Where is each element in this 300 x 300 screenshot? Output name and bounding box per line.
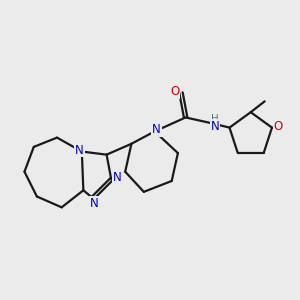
- Text: N: N: [152, 123, 161, 136]
- Text: N: N: [75, 143, 84, 157]
- Text: O: O: [274, 120, 283, 133]
- Text: O: O: [170, 85, 179, 98]
- Text: H: H: [211, 114, 219, 124]
- Text: N: N: [90, 197, 99, 210]
- Text: N: N: [211, 120, 220, 133]
- Text: N: N: [113, 171, 122, 184]
